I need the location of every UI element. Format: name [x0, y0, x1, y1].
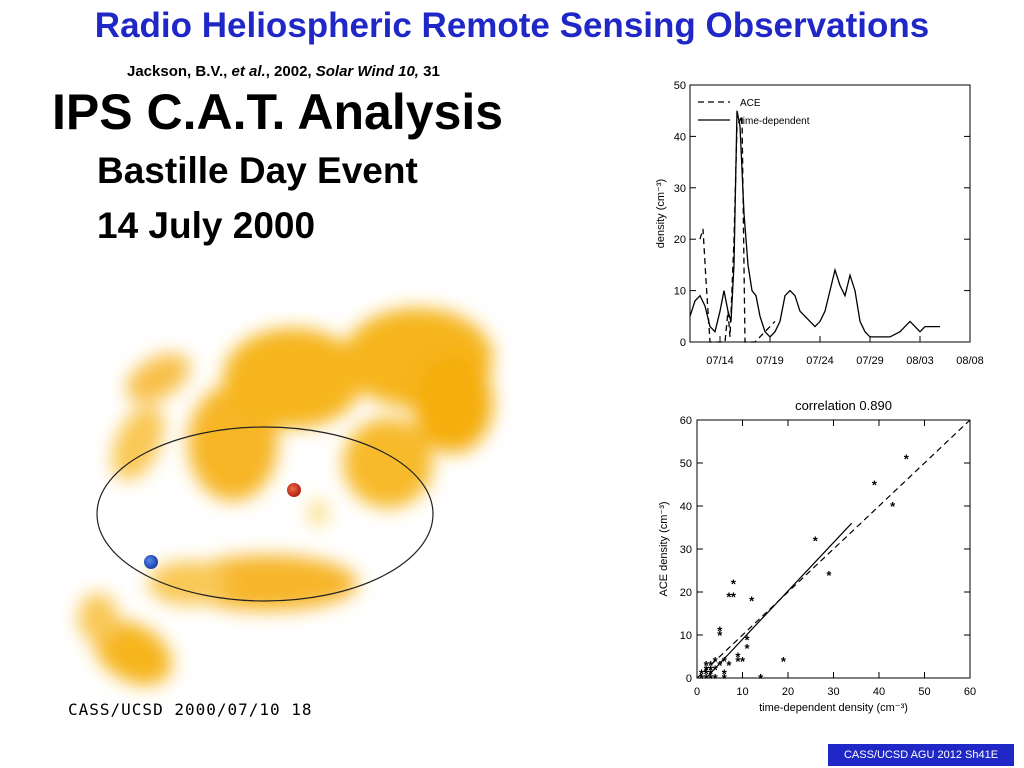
y-tick-label: 0: [686, 673, 692, 685]
scatter-point: *: [722, 667, 728, 682]
citation-page: 31: [418, 63, 440, 80]
scatter-point: *: [904, 452, 910, 467]
footer-label: CASS/UCSD AGU 2012 Sh41E: [828, 744, 1014, 766]
scatter-point: *: [713, 654, 719, 669]
x-tick-label: 07/24: [806, 355, 834, 367]
scatter-point: *: [717, 658, 723, 673]
scatter-point: *: [745, 632, 751, 647]
subtitle-date: 14 July 2000: [97, 205, 316, 246]
x-tick-label: 50: [918, 686, 930, 698]
scatter-point: *: [704, 667, 710, 682]
x-tick-label: 07/14: [706, 355, 734, 367]
density-clouds: [78, 308, 493, 686]
y-axis-label: density (cm⁻³): [655, 179, 667, 248]
citation-etal: et al.: [231, 63, 266, 80]
scatter-point: *: [735, 650, 741, 665]
y-tick-label: 30: [680, 544, 692, 556]
scatter-point: *: [890, 499, 896, 514]
density-correlation-chart: correlation 0.890 0 10 20 30 40 50 60 0 10 20 30 40 5…: [658, 398, 976, 714]
scatter-point: *: [708, 671, 714, 686]
slide-title: Radio Heliospheric Remote Sensing Observ…: [94, 6, 930, 45]
series-line-ace: [699, 115, 776, 343]
y-tick-label: 60: [680, 415, 692, 427]
x-tick-label: 10: [736, 686, 748, 698]
scatter-point: *: [713, 671, 719, 686]
citation-year: , 2002,: [265, 63, 316, 80]
density-timeseries-chart: 0 10 20 30 40 50 07/14 07/19 07/24 07/29 08/03 08/0…: [655, 80, 984, 367]
citation-authors: Jackson, B.V.,: [127, 63, 232, 80]
x-tick-label: 40: [873, 686, 885, 698]
scatter-point: *: [722, 671, 728, 686]
heading: IPS C.A.T. Analysis: [52, 84, 504, 140]
citation: Jackson, B.V., et al., 2002, Solar Wind …: [127, 63, 440, 80]
scatter-point: *: [726, 589, 732, 604]
y-tick-label: 20: [674, 234, 686, 246]
scatter-point: *: [745, 641, 751, 656]
scatter-point: *: [708, 658, 714, 673]
subtitle-event: Bastille Day Event: [97, 150, 418, 191]
ips-cat-density-image: [78, 308, 493, 686]
y-tick-label: 40: [674, 131, 686, 143]
scatter-point: *: [717, 624, 723, 639]
y-tick-label: 20: [680, 587, 692, 599]
y-tick-label: 40: [680, 501, 692, 513]
x-tick-label: 07/19: [756, 355, 784, 367]
citation-journal: Solar Wind 10,: [315, 63, 419, 80]
y-tick-label: 10: [680, 630, 692, 642]
scatter-point: *: [749, 594, 755, 609]
scatter-point: *: [758, 671, 764, 686]
chart-title: correlation 0.890: [795, 398, 892, 413]
y-tick-label: 50: [674, 80, 686, 92]
scatter-point: *: [826, 568, 832, 583]
identity-line: [696, 419, 971, 679]
y-tick-label: 10: [674, 286, 686, 298]
x-tick-label: 08/08: [956, 355, 984, 367]
scatter-point: *: [731, 589, 737, 604]
y-tick-label: 30: [674, 183, 686, 195]
scatter-point: *: [722, 654, 728, 669]
scatter-point: *: [699, 667, 705, 682]
plot-frame: [696, 419, 971, 679]
scatter-point: *: [781, 654, 787, 669]
scatter-point: *: [704, 662, 710, 677]
scatter-point: *: [704, 671, 710, 686]
x-tick-label: 0: [694, 686, 700, 698]
x-tick-label: 20: [782, 686, 794, 698]
scatter-point: *: [872, 478, 878, 493]
x-tick-label: 60: [964, 686, 976, 698]
y-tick-label: 50: [680, 458, 692, 470]
plot-frame: [689, 84, 971, 343]
x-axis-label: time-dependent density (cm⁻³): [759, 702, 908, 714]
scatter-point: *: [813, 533, 819, 548]
scatter-point: *: [740, 654, 746, 669]
earth-marker: [144, 555, 158, 569]
scatter-point: *: [731, 576, 737, 591]
scatter-point: *: [708, 667, 714, 682]
series-line-timedependent: [689, 110, 940, 338]
sun-marker: [287, 483, 301, 497]
scatter-point: *: [708, 662, 714, 677]
x-tick-label: 07/29: [856, 355, 884, 367]
image-caption: CASS/UCSD 2000/07/10 18: [68, 700, 313, 719]
legend-label: time-dependent: [740, 116, 810, 127]
y-axis-label: ACE density (cm⁻³): [658, 501, 670, 596]
scatter-point: *: [726, 658, 732, 673]
y-tick-label: 0: [680, 337, 686, 349]
scatter-point: *: [713, 662, 719, 677]
x-tick-label: 30: [827, 686, 839, 698]
scatter-point: *: [699, 671, 705, 686]
scatter-point: *: [704, 658, 710, 673]
x-tick-label: 08/03: [906, 355, 934, 367]
scatter-point: *: [735, 654, 741, 669]
legend-label: ACE: [740, 98, 761, 109]
scatter-point: *: [717, 628, 723, 643]
earth-orbit: [96, 426, 434, 602]
